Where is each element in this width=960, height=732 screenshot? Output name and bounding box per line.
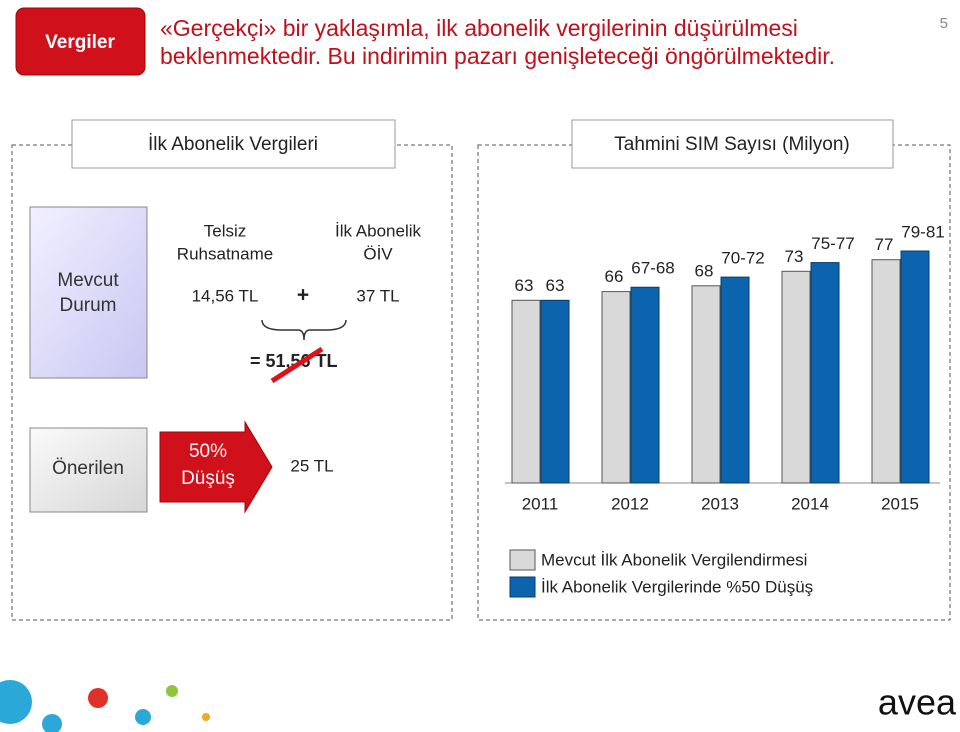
x-tick-label: 2011 (522, 494, 559, 513)
x-tick-label: 2012 (611, 494, 649, 513)
page-number: 5 (940, 15, 948, 32)
legend-label: Mevcut İlk Abonelik Vergilendirmesi (541, 550, 807, 569)
bar (871, 259, 901, 484)
value-label: 63 (546, 276, 565, 295)
value-label: 70-72 (721, 249, 764, 268)
bar (781, 270, 811, 484)
logo-dot (0, 680, 32, 724)
proposed-value: 25 TL (290, 456, 333, 475)
current-label: Durum (59, 295, 116, 316)
value-label: 63 (515, 276, 534, 295)
column-head: Ruhsatname (177, 244, 273, 263)
panel-tab (571, 119, 894, 169)
logo: avea (878, 682, 957, 723)
bar (511, 299, 541, 484)
legend-swatch (509, 576, 536, 598)
value-label: 75-77 (811, 234, 854, 253)
value-label: 77 (875, 235, 894, 254)
logo-dot (135, 709, 151, 725)
bar (691, 285, 721, 484)
bar (900, 250, 930, 484)
value-label: 68 (695, 261, 714, 280)
plus: + (297, 284, 309, 307)
column-head: Telsiz (204, 221, 247, 240)
panel-frame (477, 144, 951, 621)
x-tick-label: 2013 (701, 494, 739, 513)
current-label: Mevcut (57, 270, 119, 291)
logo-dot (88, 688, 108, 708)
bar (601, 291, 631, 484)
bar (630, 286, 660, 484)
arrow-text: Düşüş (181, 468, 235, 489)
current-box (29, 206, 148, 379)
x-tick-label: 2014 (791, 494, 829, 513)
logo-dot (202, 713, 210, 721)
tag: Vergiler (45, 32, 115, 53)
column-head: İlk Abonelik (335, 221, 421, 240)
amount: 14,56 TL (192, 286, 259, 305)
strike (270, 346, 324, 384)
proposed-label: Önerilen (52, 458, 124, 479)
value-label: 79-81 (901, 222, 944, 241)
tag-box (15, 7, 146, 76)
title-line: beklenmektedir. Bu indirimin pazarı geni… (160, 43, 835, 69)
value-label: 67-68 (631, 259, 674, 278)
bar (810, 262, 840, 484)
proposed-box (29, 427, 148, 513)
bar (720, 276, 750, 484)
value-label: 73 (785, 247, 804, 266)
legend-swatch (509, 549, 536, 571)
amount: 37 TL (356, 286, 399, 305)
legend-label: İlk Abonelik Vergilerinde %50 Düşüş (541, 577, 813, 596)
chart-title-main: Tahmini SIM Sayısı (614, 134, 777, 155)
column-head: ÖİV (363, 244, 393, 263)
bar (540, 299, 570, 484)
logo-dot (42, 714, 62, 732)
brace (261, 319, 347, 341)
arrow-text: 50% (189, 441, 227, 462)
value-label: 66 (605, 267, 624, 286)
panel-tab (71, 119, 396, 169)
logo-dot (166, 685, 178, 697)
chart-unit: (Milyon) (782, 134, 850, 155)
arrow (159, 420, 273, 514)
title-line: «Gerçekçi» bir yaklaşımla, ilk abonelik … (160, 15, 798, 41)
panel-title: İlk Abonelik Vergileri (148, 134, 318, 155)
x-tick-label: 2015 (881, 494, 919, 513)
chart-title: Tahmini SIM Sayısı (Milyon) (614, 134, 849, 155)
